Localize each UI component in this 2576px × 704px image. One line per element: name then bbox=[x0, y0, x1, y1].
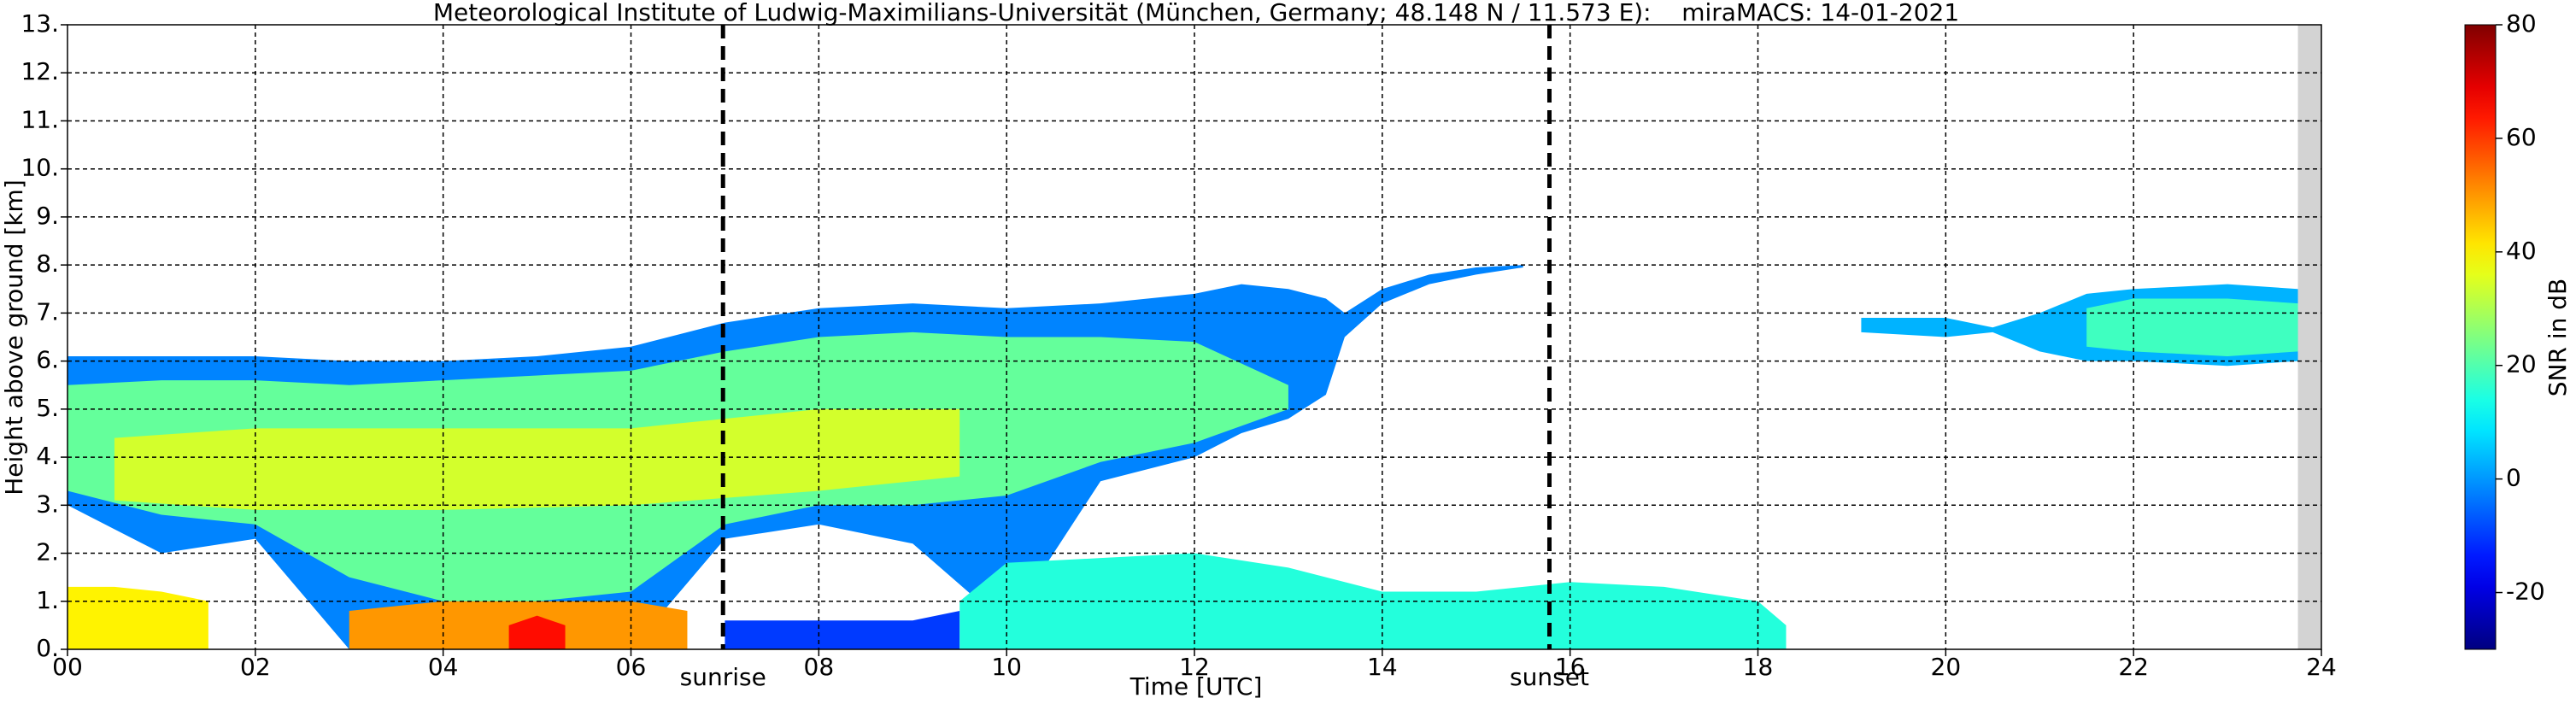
event-label: sunrise bbox=[680, 663, 766, 691]
y-tick-label: 0. bbox=[36, 634, 59, 662]
x-tick-label: 16 bbox=[1555, 653, 1586, 681]
y-tick-label: 7. bbox=[36, 297, 59, 326]
y-tick-label: 12. bbox=[21, 57, 59, 85]
snr-area bbox=[67, 586, 208, 649]
y-tick-label: 11. bbox=[21, 105, 59, 133]
snr-area bbox=[114, 408, 960, 510]
y-tick-label: 8. bbox=[36, 249, 59, 278]
x-tick-label: 04 bbox=[428, 653, 459, 681]
y-tick-label: 6. bbox=[36, 346, 59, 374]
x-tick-label: 22 bbox=[2118, 653, 2149, 681]
x-tick-label: 14 bbox=[1367, 653, 1398, 681]
x-tick-label: 02 bbox=[240, 653, 271, 681]
x-tick-label: 12 bbox=[1179, 653, 1210, 681]
colorbar-tick-label: 60 bbox=[2506, 123, 2537, 151]
colorbar-tick-label: 20 bbox=[2506, 350, 2537, 378]
x-tick-label: 00 bbox=[52, 653, 83, 681]
y-tick-label: 9. bbox=[36, 202, 59, 230]
no-data-region bbox=[2297, 25, 2321, 649]
snr-area bbox=[508, 615, 566, 649]
colorbar-tick-label: 40 bbox=[2506, 237, 2537, 265]
event-label: sunset bbox=[1510, 663, 1589, 691]
snr-area bbox=[725, 611, 960, 649]
x-tick-label: 10 bbox=[991, 653, 1022, 681]
x-tick-label: 20 bbox=[1931, 653, 1962, 681]
y-tick-label: 13. bbox=[21, 9, 59, 38]
colorbar-tick-label: 80 bbox=[2506, 9, 2537, 38]
x-tick-label: 18 bbox=[1743, 653, 1774, 681]
x-tick-label: 06 bbox=[616, 653, 647, 681]
y-tick-label: 1. bbox=[36, 586, 59, 614]
y-tick-label: 5. bbox=[36, 394, 59, 422]
x-tick-label: 24 bbox=[2306, 653, 2337, 681]
y-tick-label: 3. bbox=[36, 490, 59, 518]
colorbar bbox=[2464, 24, 2497, 650]
plot-frame bbox=[67, 24, 2322, 650]
y-tick-label: 2. bbox=[36, 538, 59, 566]
snr-area bbox=[959, 553, 1787, 649]
colorbar-label: SNR in dB bbox=[2544, 279, 2572, 396]
chart-title: Meteorological Institute of Ludwig-Maxim… bbox=[433, 0, 1959, 26]
colorbar-tick-label: -20 bbox=[2506, 578, 2545, 606]
x-axis-label: Time [UTC] bbox=[1130, 672, 1263, 701]
y-axis-label: Height above ground [km] bbox=[0, 179, 28, 496]
snr-area bbox=[2086, 298, 2298, 356]
y-tick-label: 10. bbox=[21, 154, 59, 182]
x-tick-label: 08 bbox=[804, 653, 835, 681]
y-tick-label: 4. bbox=[36, 442, 59, 470]
colorbar-tick-label: 0 bbox=[2506, 464, 2521, 492]
